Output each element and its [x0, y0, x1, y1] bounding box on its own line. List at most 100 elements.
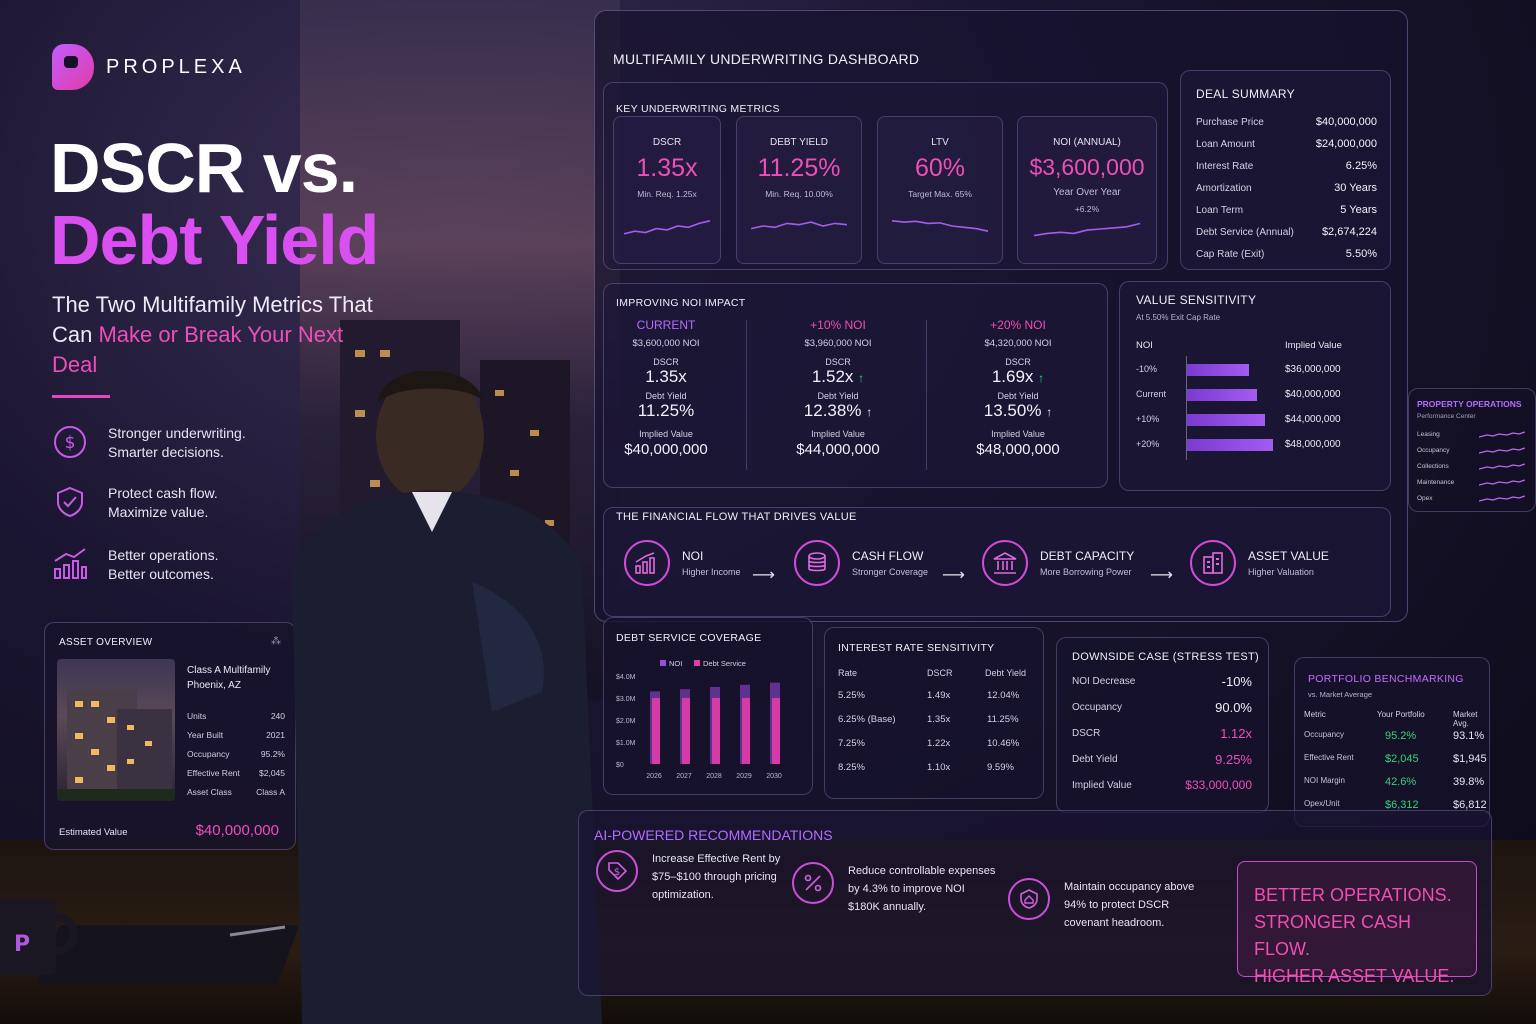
rate-table-cell: 7.25% [838, 738, 865, 749]
rate-table-cell: 1.22x [927, 738, 951, 749]
asset-overview-title: ASSET OVERVIEW [59, 637, 153, 648]
sensitivity-value: $36,000,000 [1285, 364, 1341, 375]
flow-step-asset-value: ASSET VALUE Higher Valuation [1190, 540, 1329, 586]
ops-item: Opex [1417, 495, 1433, 502]
sensitivity-bar [1187, 439, 1273, 451]
tagline-highlight: Make or Break Your Next Deal [52, 322, 344, 377]
feature-line1: Stronger underwriting. [108, 425, 246, 441]
deal-summary-panel: DEAL SUMMARY Purchase Price $40,000,000 Lo… [1180, 70, 1391, 270]
up-arrow-icon: ↑ [1038, 371, 1045, 385]
ops-item: Maintenance [1417, 479, 1455, 486]
asset-row: Units 240 [187, 711, 285, 721]
sparkline-path [750, 221, 848, 230]
portfolio-title: PORTFOLIO BENCHMARKING [1308, 673, 1464, 685]
downside-value: 1.12x [1220, 726, 1252, 741]
noi-impact-title: IMPROVING NOI IMPACT [616, 297, 746, 309]
metric-card-debt-yield[interactable]: DEBT YIELD 11.25% Min. Req. 10.00% [736, 116, 862, 264]
x-tick-label: 2026 [646, 773, 662, 780]
growth-chart-icon [624, 540, 670, 586]
ops-sparkline [1479, 463, 1525, 470]
metric-card-dscr[interactable]: DSCR 1.35x Min. Req. 1.25x [613, 116, 721, 264]
financial-flow-title: THE FINANCIAL FLOW THAT DRIVES VALUE [616, 511, 857, 523]
sparkline [1033, 222, 1141, 237]
dsc-bar-chart: NOI Debt Service $4.0M $3.0M $2.0M $1.0M $0 202… [616, 659, 782, 780]
sensitivity-label: Current [1136, 389, 1167, 399]
asset-row: Effective Rent $2,045 [187, 768, 285, 778]
portfolio-cell: Occupancy [1304, 730, 1345, 739]
dollar-icon: $ [52, 424, 88, 460]
y-tick-label: $3.0M [616, 696, 636, 703]
y-tick-label: $4.0M [616, 674, 636, 681]
ops-sparkline [1479, 495, 1525, 502]
asset-overview-panel: ASSET OVERVIEW ⁂ Class A Multifamily Pho… [44, 622, 296, 850]
downside-label: DSCR [1072, 728, 1101, 739]
more-icon[interactable]: ⁂ [271, 636, 281, 647]
recommendation-item[interactable]: Maintain occupancy above 94% to protect D… [1008, 878, 1194, 932]
bar-chart-icon [52, 546, 88, 582]
debt-service-bar [712, 698, 720, 764]
asset-name: Class A Multifamily [187, 665, 271, 676]
property-ops-title: PROPERTY OPERATIONS [1417, 399, 1522, 409]
y-tick-label: $2.0M [616, 718, 636, 725]
y-tick-label: $1.0M [616, 740, 636, 747]
metric-card-ltv[interactable]: LTV 60% Target Max. 65% [877, 116, 1003, 264]
dashboard-title: MULTIFAMILY UNDERWRITING DASHBOARD [613, 51, 920, 67]
debt-service-coverage-panel: DEBT SERVICE COVERAGE NOI Debt Service $4.… [603, 617, 813, 795]
portfolio-cell: 39.8% [1453, 776, 1485, 788]
downside-title: DOWNSIDE CASE (STRESS TEST) [1072, 651, 1259, 663]
deal-summary-row: Cap Rate (Exit) 5.50% [1196, 248, 1377, 260]
interest-rate-sensitivity-panel: INTEREST RATE SENSITIVITY Rate DSCR Debt Y… [824, 627, 1044, 799]
portfolio-cell: NOI Margin [1304, 776, 1345, 785]
brand-logo: PROPLEXA [52, 44, 246, 90]
portfolio-benchmarking-panel: PORTFOLIO BENCHMARKING vs. Market Averag… [1294, 657, 1490, 827]
debt-service-bar [772, 698, 780, 764]
rate-table-cell: 12.04% [987, 690, 1020, 701]
callout-line: STRONGER CASH FLOW. [1254, 912, 1412, 959]
buildings-icon [1190, 540, 1236, 586]
flow-step-noi: NOI Higher Income [624, 540, 741, 586]
portfolio-cell: Effective Rent [1304, 753, 1354, 762]
metric-card-noi[interactable]: NOI (ANNUAL) $3,600,000 Year Over Year +… [1017, 116, 1157, 264]
rate-table-cell: 6.25% (Base) [838, 714, 896, 725]
downside-value: 9.25% [1215, 752, 1252, 767]
ops-item: Occupancy [1417, 447, 1450, 454]
hero-title-line1: DSCR vs. [50, 129, 358, 207]
debt-service-bar [682, 698, 690, 764]
ops-item: Collections [1417, 463, 1449, 470]
asset-row: Occupancy 95.2% [187, 749, 285, 759]
shield-check-icon [52, 484, 88, 520]
y-tick-label: $0 [616, 762, 624, 769]
recommendation-item[interactable]: $ Increase Effective Rent by $75–$100 thr… [596, 850, 780, 904]
asset-row: Year Built 2021 [187, 730, 285, 740]
noi-impact-panel: IMPROVING NOI IMPACT [603, 283, 1108, 488]
hero-tagline: The Two Multifamily Metrics That Can Mak… [52, 290, 382, 380]
arrow-right-icon: ⟶ [942, 567, 965, 584]
noi-column-plus10: +10% NOI $3,960,000 NOI DSCR 1.52x ↑ Deb… [796, 318, 880, 458]
debt-service-bar [742, 698, 750, 764]
value-sensitivity-panel: VALUE SENSITIVITY At 5.50% Exit Cap Rate… [1119, 281, 1391, 491]
sparkline [891, 220, 989, 232]
arrow-right-icon: ⟶ [1150, 567, 1173, 584]
feature-line1: Better operations. [108, 547, 219, 563]
feature-line2: Maximize value. [108, 504, 209, 520]
portfolio-header: Market Avg. [1453, 710, 1478, 728]
feature-item: Better operations. Better outcomes. [52, 546, 219, 584]
noi-column-label: NOI [1136, 340, 1153, 351]
rate-table-header: DSCR [927, 668, 953, 678]
feature-line2: Smarter decisions. [108, 444, 224, 460]
feature-item: Protect cash flow. Maximize value. [52, 484, 218, 522]
deal-summary-row: Loan Term 5 Years [1196, 204, 1377, 216]
dollar-tag-icon: $ [596, 850, 638, 892]
recommendation-item[interactable]: Reduce controllable expenses by 4.3% to i… [792, 862, 995, 916]
tagline-text: The Two Multifamily Metrics That Can [52, 292, 373, 347]
up-arrow-icon: ↑ [866, 405, 873, 419]
legend-swatch [660, 660, 666, 666]
shield-home-icon [1008, 878, 1050, 920]
svg-text:$: $ [614, 867, 620, 878]
sparkline-path [1033, 222, 1141, 237]
hero-divider [52, 395, 110, 398]
portfolio-cell: $1,945 [1453, 753, 1487, 765]
x-tick-label: 2027 [676, 773, 692, 780]
person-silhouette [292, 370, 602, 1024]
asset-location: Phoenix, AZ [187, 680, 241, 691]
